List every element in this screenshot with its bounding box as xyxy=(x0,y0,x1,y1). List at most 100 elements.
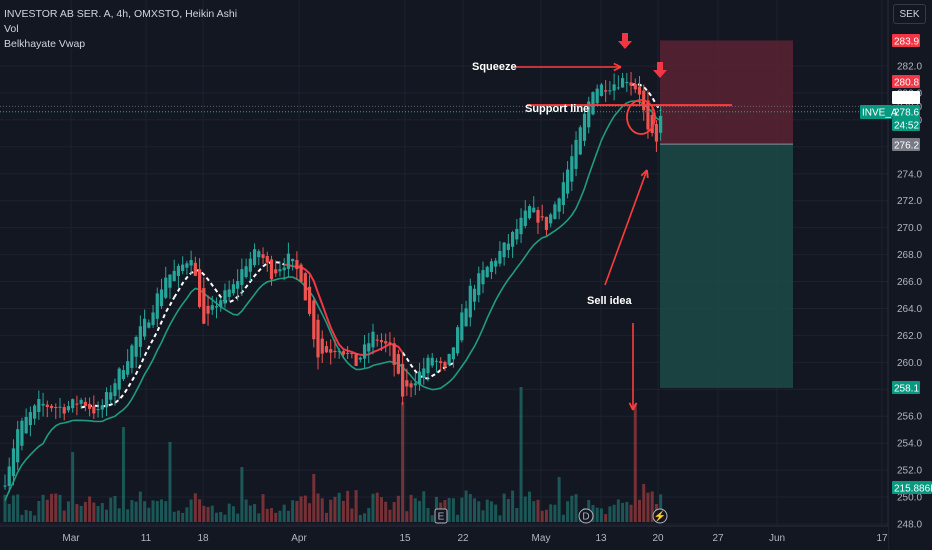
candle[interactable] xyxy=(24,408,28,434)
candle[interactable] xyxy=(392,337,396,377)
candle[interactable] xyxy=(587,96,591,134)
candle[interactable] xyxy=(231,279,236,296)
price-tag[interactable]: 215.886K xyxy=(892,481,932,495)
price-tag[interactable]: 258.1 xyxy=(892,381,920,395)
candle[interactable] xyxy=(523,200,527,229)
candle[interactable] xyxy=(553,201,557,220)
candle[interactable] xyxy=(109,385,113,404)
candle[interactable] xyxy=(269,255,274,286)
candle[interactable] xyxy=(142,309,147,340)
candle[interactable] xyxy=(599,82,604,97)
candle[interactable] xyxy=(58,397,62,418)
candle[interactable] xyxy=(240,258,244,297)
candle[interactable] xyxy=(100,399,104,418)
price-tag[interactable]: 280.8 xyxy=(892,75,920,89)
candle[interactable] xyxy=(439,357,443,372)
candle[interactable] xyxy=(181,256,185,275)
candle[interactable] xyxy=(324,341,329,354)
candle[interactable] xyxy=(83,397,87,412)
candle[interactable] xyxy=(595,84,599,106)
candle[interactable] xyxy=(464,300,468,327)
candle[interactable] xyxy=(506,233,510,258)
vol-indicator-label[interactable]: Vol xyxy=(4,23,19,35)
event-marker-0[interactable]: E xyxy=(434,508,448,524)
candle[interactable] xyxy=(164,266,168,300)
candle[interactable] xyxy=(257,249,261,266)
candle[interactable] xyxy=(244,258,248,279)
candle[interactable] xyxy=(320,330,324,363)
candle[interactable] xyxy=(20,417,24,451)
candle[interactable] xyxy=(75,395,79,416)
candle[interactable] xyxy=(126,349,130,378)
candle[interactable] xyxy=(117,367,121,400)
candle[interactable] xyxy=(604,80,608,103)
candle[interactable] xyxy=(502,241,506,266)
candle[interactable] xyxy=(54,403,58,420)
candle[interactable] xyxy=(633,78,637,93)
candle[interactable] xyxy=(460,303,464,343)
candle[interactable] xyxy=(206,295,210,326)
candle[interactable] xyxy=(536,206,540,235)
candle[interactable] xyxy=(417,362,422,391)
candle[interactable] xyxy=(3,474,7,490)
candle[interactable] xyxy=(498,241,502,267)
candle[interactable] xyxy=(485,265,489,278)
candle[interactable] xyxy=(388,332,392,357)
candle[interactable] xyxy=(189,250,193,275)
candle[interactable] xyxy=(214,297,219,319)
candle[interactable] xyxy=(354,353,358,367)
candle[interactable] xyxy=(282,258,286,281)
candle[interactable] xyxy=(422,357,426,385)
candle[interactable] xyxy=(612,73,616,101)
candle[interactable] xyxy=(286,242,291,278)
candle[interactable] xyxy=(358,356,362,363)
candle[interactable] xyxy=(405,368,409,396)
candle[interactable] xyxy=(291,258,295,271)
candle[interactable] xyxy=(616,75,620,90)
candle[interactable] xyxy=(430,352,434,368)
candle[interactable] xyxy=(481,261,485,294)
candle[interactable] xyxy=(62,403,66,421)
candle[interactable] xyxy=(570,144,574,191)
candle[interactable] xyxy=(41,392,45,417)
candle[interactable] xyxy=(11,439,16,486)
event-marker-1[interactable]: D xyxy=(578,508,594,524)
candle[interactable] xyxy=(176,263,181,288)
candle[interactable] xyxy=(494,257,498,275)
candle[interactable] xyxy=(202,277,206,325)
candle[interactable] xyxy=(159,278,164,309)
candle[interactable] xyxy=(608,81,612,95)
candle[interactable] xyxy=(33,404,37,425)
candle[interactable] xyxy=(130,343,134,374)
candle[interactable] xyxy=(565,161,570,199)
candle[interactable] xyxy=(333,339,337,359)
candle[interactable] xyxy=(265,251,269,272)
candle[interactable] xyxy=(329,339,333,365)
candle[interactable] xyxy=(451,347,455,368)
candle[interactable] xyxy=(236,269,240,301)
candle[interactable] xyxy=(168,274,172,299)
candle[interactable] xyxy=(219,297,223,312)
candle[interactable] xyxy=(396,349,400,375)
candle[interactable] xyxy=(578,125,582,156)
candle[interactable] xyxy=(96,401,100,418)
candle[interactable] xyxy=(92,395,96,419)
candle[interactable] xyxy=(371,323,375,355)
candle[interactable] xyxy=(346,346,350,359)
candle[interactable] xyxy=(261,247,265,265)
candle[interactable] xyxy=(426,354,430,382)
candle[interactable] xyxy=(248,251,252,282)
candle[interactable] xyxy=(549,212,553,228)
candle[interactable] xyxy=(642,84,646,121)
candle[interactable] xyxy=(71,398,75,413)
candle[interactable] xyxy=(185,260,189,275)
event-marker-2[interactable]: ⚡ xyxy=(652,508,668,524)
candle[interactable] xyxy=(134,335,138,368)
candle[interactable] xyxy=(227,280,231,301)
candle[interactable] xyxy=(295,251,299,280)
candle[interactable] xyxy=(527,204,532,220)
highlight-circle[interactable] xyxy=(626,99,656,135)
candle[interactable] xyxy=(28,406,32,437)
candle[interactable] xyxy=(561,172,565,214)
